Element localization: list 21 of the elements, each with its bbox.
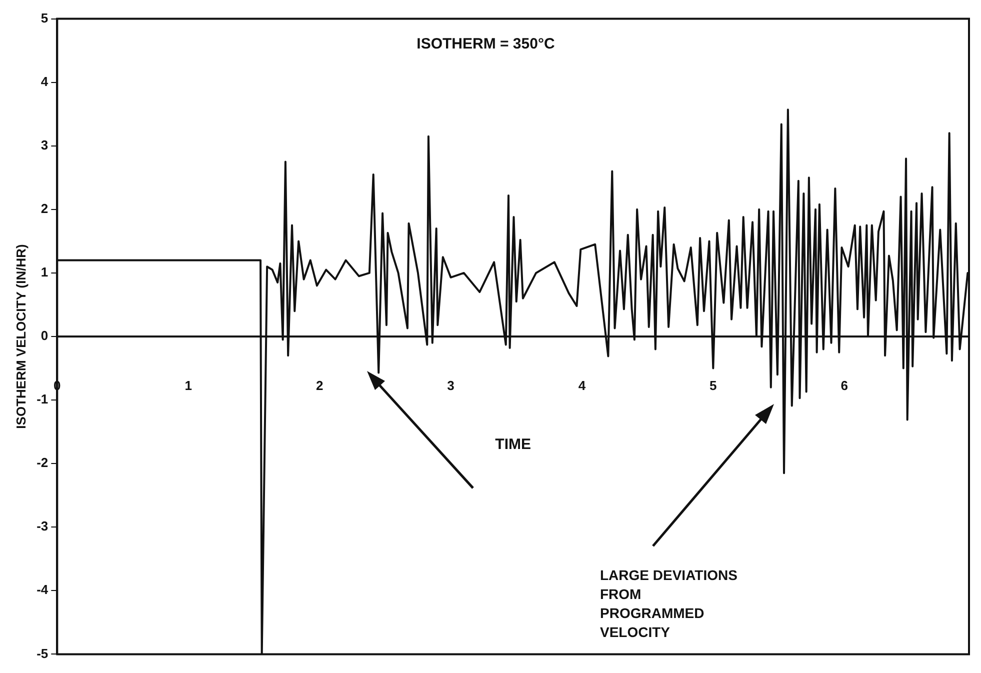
- x-tick-label: 3: [447, 378, 454, 393]
- x-tick-label: 6: [840, 378, 848, 393]
- y-tick-label: -2: [36, 455, 48, 470]
- y-tick-label: 4: [40, 74, 49, 89]
- y-tick-label: -1: [36, 392, 48, 407]
- y-tick-label: 5: [40, 10, 48, 26]
- y-axis-title: ISOTHERM VELOCITY (IN/HR): [13, 244, 28, 429]
- y-tick-label: -5: [36, 646, 48, 661]
- annotation: LARGE DEVIATIONS FROM PROGRAMMED VELOCITY: [600, 566, 738, 642]
- y-tick-label: 1: [40, 264, 48, 280]
- y-tick-label: -3: [36, 518, 48, 534]
- x-axis-title: TIME: [495, 436, 531, 454]
- y-tick-label: 2: [40, 201, 48, 216]
- x-tick-label: 2: [316, 378, 324, 393]
- y-tick-label: 0: [40, 328, 48, 344]
- x-tick-label: 1: [184, 378, 192, 393]
- text: ISOTHERM = 350°C: [416, 35, 555, 52]
- x-tick-label: 4: [578, 378, 586, 393]
- y-tick-label: -4: [36, 582, 49, 598]
- y-tick-label: 3: [40, 137, 48, 152]
- x-tick-label: 5: [710, 378, 717, 393]
